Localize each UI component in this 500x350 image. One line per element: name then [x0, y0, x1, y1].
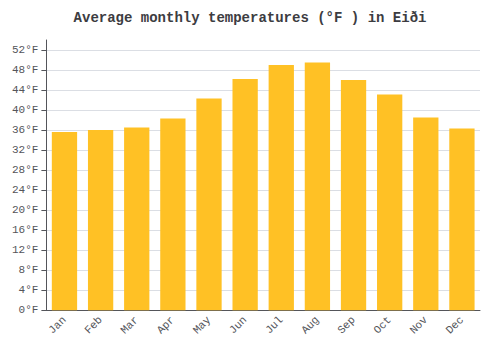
- svg-text:Jun: Jun: [227, 314, 249, 336]
- svg-text:Aug: Aug: [299, 314, 321, 336]
- svg-text:36°F: 36°F: [12, 124, 38, 136]
- svg-text:16°F: 16°F: [12, 224, 38, 236]
- svg-text:12°F: 12°F: [12, 244, 38, 256]
- svg-text:Feb: Feb: [82, 314, 104, 336]
- svg-text:Average monthly temperatures (: Average monthly temperatures (°F ) in Ei…: [74, 10, 427, 26]
- svg-text:52°F: 52°F: [12, 44, 38, 56]
- svg-text:32°F: 32°F: [12, 144, 38, 156]
- svg-text:Apr: Apr: [155, 314, 177, 336]
- svg-text:40°F: 40°F: [12, 104, 38, 116]
- svg-text:Mar: Mar: [119, 314, 141, 336]
- svg-text:May: May: [191, 314, 214, 337]
- svg-text:Jul: Jul: [263, 314, 285, 336]
- svg-text:Dec: Dec: [444, 314, 466, 336]
- svg-text:20°F: 20°F: [12, 204, 38, 216]
- svg-text:28°F: 28°F: [12, 164, 38, 176]
- svg-text:Oct: Oct: [371, 314, 393, 336]
- svg-text:Jan: Jan: [46, 314, 68, 336]
- svg-text:8°F: 8°F: [19, 264, 39, 276]
- svg-text:24°F: 24°F: [12, 184, 38, 196]
- svg-text:48°F: 48°F: [12, 64, 38, 76]
- svg-text:Nov: Nov: [408, 314, 431, 337]
- svg-text:Sep: Sep: [335, 314, 357, 336]
- svg-text:0°F: 0°F: [19, 304, 39, 316]
- svg-text:4°F: 4°F: [19, 284, 39, 296]
- svg-text:44°F: 44°F: [12, 84, 38, 96]
